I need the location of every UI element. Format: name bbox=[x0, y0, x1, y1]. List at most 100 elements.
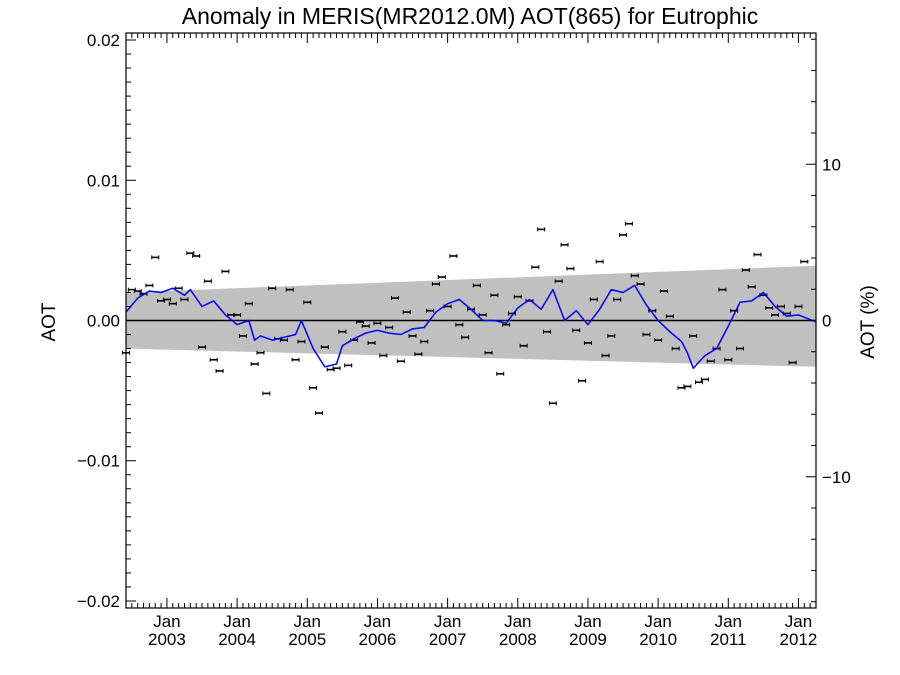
data-point bbox=[203, 279, 212, 284]
data-point bbox=[449, 253, 458, 258]
data-point bbox=[695, 380, 704, 385]
data-point bbox=[724, 357, 733, 362]
y2-tick-label: −10 bbox=[822, 468, 851, 487]
x-tick-year: 2010 bbox=[639, 630, 677, 649]
data-point bbox=[233, 312, 242, 317]
data-point bbox=[180, 297, 189, 302]
data-point bbox=[572, 328, 581, 333]
data-point bbox=[198, 345, 207, 350]
data-point bbox=[426, 308, 435, 313]
data-point bbox=[543, 329, 552, 334]
data-point bbox=[747, 284, 756, 289]
data-point bbox=[566, 266, 575, 271]
y2-tick-label: 10 bbox=[822, 155, 841, 174]
data-point bbox=[636, 282, 645, 287]
data-point bbox=[654, 338, 663, 343]
data-point bbox=[420, 339, 429, 344]
x-tick-year: 2006 bbox=[359, 630, 397, 649]
data-point bbox=[244, 301, 253, 306]
data-point bbox=[373, 321, 382, 326]
data-point bbox=[484, 350, 493, 355]
data-point bbox=[589, 297, 598, 302]
data-point bbox=[531, 265, 540, 270]
data-point bbox=[665, 314, 674, 319]
data-point bbox=[379, 353, 388, 358]
data-point bbox=[262, 391, 271, 396]
data-point bbox=[361, 324, 370, 329]
x-tick-month: Jan bbox=[644, 612, 671, 631]
data-point bbox=[145, 283, 154, 288]
data-point bbox=[344, 363, 353, 368]
data-point bbox=[390, 296, 399, 301]
x-tick-month: Jan bbox=[785, 612, 812, 631]
data-point bbox=[238, 333, 247, 338]
data-point bbox=[800, 259, 809, 264]
data-point bbox=[607, 333, 616, 338]
data-point bbox=[338, 329, 347, 334]
data-point bbox=[186, 251, 195, 256]
x-tick-year: 2004 bbox=[218, 630, 256, 649]
x-tick-month: Jan bbox=[574, 612, 601, 631]
data-point bbox=[250, 361, 259, 366]
x-tick-month: Jan bbox=[504, 612, 531, 631]
x-tick-month: Jan bbox=[223, 612, 250, 631]
x-tick-month: Jan bbox=[153, 612, 180, 631]
data-point bbox=[133, 289, 142, 294]
y-tick-label: −0.02 bbox=[77, 592, 120, 611]
data-point bbox=[297, 339, 306, 344]
data-point bbox=[718, 287, 727, 292]
data-point bbox=[624, 221, 633, 226]
data-point bbox=[788, 360, 797, 365]
x-tick-month: Jan bbox=[364, 612, 391, 631]
data-point bbox=[659, 289, 668, 294]
data-point bbox=[303, 300, 312, 305]
data-point bbox=[408, 333, 417, 338]
data-point bbox=[630, 273, 639, 278]
data-point bbox=[735, 346, 744, 351]
y-axis-label: AOT bbox=[39, 302, 60, 341]
data-point bbox=[367, 340, 376, 345]
data-point bbox=[414, 352, 423, 357]
data-point bbox=[753, 252, 762, 257]
data-point bbox=[168, 301, 177, 306]
data-point bbox=[554, 279, 563, 284]
data-point bbox=[502, 322, 511, 327]
x-tick-year: 2005 bbox=[288, 630, 326, 649]
chart-title: Anomaly in MERIS(MR2012.0M) AOT(865) for… bbox=[182, 3, 758, 29]
data-point bbox=[583, 340, 592, 345]
data-point bbox=[291, 357, 300, 362]
x-tick-month: Jan bbox=[434, 612, 461, 631]
data-point bbox=[537, 227, 546, 232]
y-tick-label: −0.01 bbox=[77, 452, 120, 471]
x-tick-month: Jan bbox=[294, 612, 321, 631]
data-point bbox=[671, 346, 680, 351]
x-tick-year: 2011 bbox=[710, 630, 747, 649]
data-point bbox=[741, 268, 750, 273]
data-point bbox=[490, 293, 499, 298]
data-point bbox=[560, 242, 569, 247]
data-point bbox=[402, 310, 411, 315]
y2-tick-label: 0 bbox=[822, 312, 831, 331]
data-point bbox=[496, 371, 505, 376]
data-point bbox=[396, 359, 405, 364]
plot-area bbox=[122, 221, 817, 416]
data-point bbox=[472, 283, 481, 288]
data-point bbox=[771, 312, 780, 317]
data-point bbox=[285, 287, 294, 292]
data-point bbox=[548, 401, 557, 406]
x-tick-year: 2012 bbox=[780, 630, 818, 649]
axes: −0.02−0.010.000.010.02−10010Jan2003Jan20… bbox=[77, 31, 851, 649]
data-point bbox=[765, 305, 774, 310]
y-tick-label: 0.01 bbox=[87, 171, 120, 190]
series-line bbox=[125, 284, 817, 369]
data-point bbox=[355, 319, 364, 324]
data-point bbox=[513, 294, 522, 299]
x-tick-year: 2003 bbox=[148, 630, 186, 649]
data-point bbox=[437, 275, 446, 280]
x-tick-year: 2007 bbox=[429, 630, 467, 649]
data-point bbox=[794, 304, 803, 309]
data-point bbox=[461, 335, 470, 340]
data-point bbox=[519, 343, 528, 348]
data-point bbox=[700, 377, 709, 382]
data-point bbox=[578, 378, 587, 383]
